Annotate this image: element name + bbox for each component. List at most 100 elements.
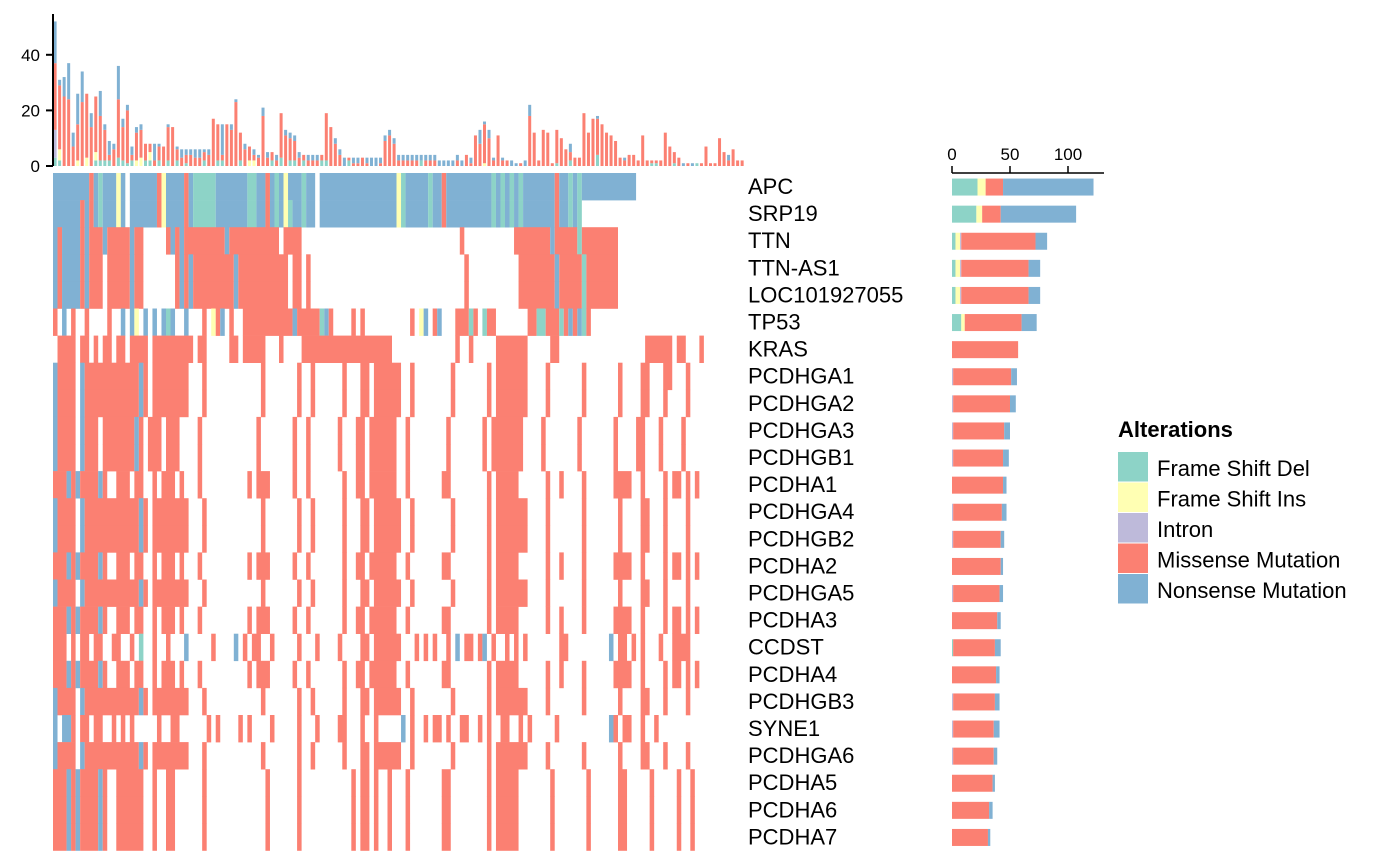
top-bar-segment — [568, 143, 572, 153]
right-bar-segment — [952, 693, 954, 711]
right-bar-segment — [993, 747, 998, 765]
heatmap-cell — [161, 471, 176, 499]
top-bar-segment — [419, 154, 423, 161]
heatmap-cell — [649, 769, 655, 797]
right-x-axis: 0 50 100 — [947, 145, 1104, 174]
heatmap-cell — [663, 660, 668, 689]
heatmap-cell — [518, 715, 524, 743]
heatmap-cell — [260, 389, 266, 418]
heatmap-cell — [66, 823, 72, 851]
top-bar-segment — [107, 140, 111, 155]
heatmap-cell — [188, 173, 194, 201]
heatmap-cell — [672, 606, 682, 634]
heatmap-cell — [545, 687, 551, 716]
heatmap-cell — [554, 200, 560, 228]
heatmap-cell — [694, 606, 700, 634]
top-bar-segment — [293, 135, 297, 141]
heatmap-cell — [613, 444, 618, 472]
top-bar-segment — [58, 149, 62, 161]
heatmap-cell — [116, 552, 130, 580]
top-bar-segment — [455, 154, 459, 161]
top-bar-segment — [134, 132, 138, 161]
heatmap-cell — [441, 552, 451, 580]
heatmap-cell — [120, 173, 126, 201]
heatmap-cell — [373, 687, 402, 716]
heatmap-cell — [84, 254, 90, 282]
top-bar-segment — [514, 163, 518, 166]
heatmap-cell — [102, 227, 108, 255]
heatmap-cell — [193, 254, 234, 282]
heatmap-cell — [672, 660, 682, 689]
heatmap-cell — [211, 633, 216, 662]
heatmap-cell — [360, 687, 370, 716]
heatmap-cell — [450, 389, 456, 418]
heatmap-cell — [486, 796, 492, 824]
heatmap-cell — [369, 416, 397, 445]
heatmap-cell — [618, 525, 623, 553]
top-bar-segment — [392, 143, 396, 166]
top-bar-segment — [419, 160, 423, 166]
heatmap-cell — [152, 742, 189, 770]
heatmap-cell — [559, 633, 569, 662]
heatmap-cell — [685, 389, 691, 418]
heatmap-cell — [405, 660, 411, 689]
heatmap-cell — [143, 525, 148, 553]
right-bar-segment — [961, 259, 1029, 277]
top-bar-segment — [80, 71, 84, 103]
right-bar-segment — [961, 232, 1036, 250]
gene-label: PCDHA5 — [748, 770, 837, 795]
heatmap-cell — [80, 742, 85, 770]
heatmap-cell — [197, 606, 203, 634]
heatmap-cell — [279, 173, 284, 201]
heatmap-cell — [360, 769, 370, 797]
heatmap-cell — [360, 823, 370, 851]
heatmap-cell — [84, 687, 139, 716]
heatmap-cell — [152, 660, 157, 689]
heatmap-cell — [134, 416, 139, 445]
top-bar-segment — [473, 135, 477, 166]
heatmap-cell — [410, 742, 415, 770]
heatmap-cell — [202, 823, 207, 851]
heatmap-cell — [152, 362, 189, 391]
heatmap-cell — [495, 660, 519, 689]
heatmap-cell — [138, 416, 144, 445]
heatmap-cell — [663, 498, 668, 526]
heatmap-cell — [156, 715, 162, 743]
heatmap-cell — [545, 552, 551, 580]
heatmap-cell — [143, 389, 148, 418]
top-bar-segment — [410, 160, 414, 166]
heatmap-cell — [297, 362, 302, 391]
heatmap-cell — [613, 471, 632, 499]
top-bar-segment — [478, 129, 482, 144]
heatmap-cell — [486, 687, 492, 716]
heatmap-cell — [622, 715, 632, 743]
top-bar-segment — [614, 140, 618, 166]
top-bar-segment — [247, 146, 251, 161]
top-bar-segment — [428, 154, 432, 161]
heatmap-cell — [550, 796, 555, 824]
heatmap-cell — [545, 362, 551, 391]
top-bar-segment — [243, 143, 247, 150]
heatmap-cell — [545, 742, 551, 770]
top-bar-segment — [487, 129, 491, 139]
heatmap-cell — [441, 823, 451, 851]
top-bar-segment — [71, 146, 75, 166]
gene-label: PCDHGA2 — [748, 391, 854, 416]
right-bar-segment — [953, 720, 994, 738]
heatmap-cell — [577, 444, 582, 472]
heatmap-cell — [486, 660, 492, 689]
heatmap-cell — [545, 389, 551, 418]
right-bar-segment — [977, 178, 986, 196]
heatmap-cell — [184, 173, 189, 201]
heatmap-cell — [269, 633, 275, 662]
top-bar-segment — [175, 146, 179, 150]
heatmap-cell — [432, 173, 442, 201]
heatmap-cell — [57, 335, 76, 363]
top-bar-segment — [455, 160, 459, 166]
heatmap-cell — [120, 308, 126, 336]
heatmap-cell — [80, 796, 99, 824]
heatmap-cell — [373, 796, 379, 824]
heatmap-cell — [102, 769, 108, 797]
top-bar-segment — [591, 118, 595, 166]
heatmap-cell — [288, 200, 293, 228]
